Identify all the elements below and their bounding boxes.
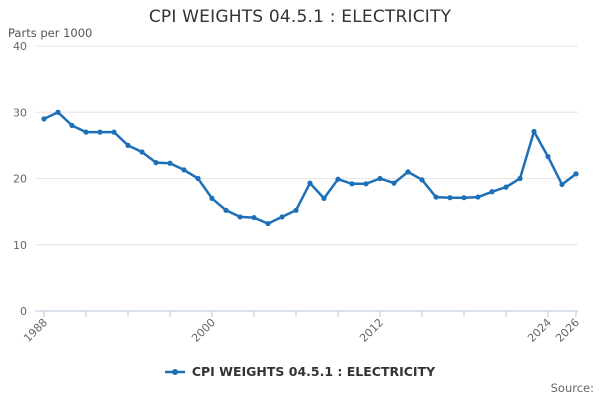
data-point-marker — [69, 122, 75, 129]
data-point-marker — [559, 181, 565, 188]
data-point-marker — [321, 195, 327, 201]
legend-line-marker-icon — [164, 368, 185, 375]
data-point-marker — [419, 177, 425, 183]
chart-title: CPI WEIGHTS 04.5.1 : ELECTRICITY — [148, 7, 452, 27]
y-axis-tick-label: 30 — [13, 106, 27, 119]
series-line — [42, 111, 578, 225]
data-point-marker — [209, 195, 215, 201]
data-point-marker — [489, 189, 495, 195]
source-label: Source: — [550, 381, 594, 395]
data-point-marker — [237, 214, 243, 220]
y-axis-tick-label: 20 — [13, 173, 27, 186]
x-axis-tick-label: 2026 — [553, 316, 582, 345]
data-point-marker — [251, 214, 257, 221]
data-point-marker — [41, 116, 47, 122]
data-point-marker — [83, 129, 89, 135]
data-point-marker — [223, 207, 229, 213]
data-point-marker — [167, 160, 173, 166]
data-point-marker — [405, 169, 411, 175]
data-point-marker — [265, 220, 271, 227]
legend-series-label: CPI WEIGHTS 04.5.1 : ELECTRICITY — [191, 364, 436, 379]
data-point-marker — [125, 142, 131, 148]
legend-item[interactable]: CPI WEIGHTS 04.5.1 : ELECTRICITY — [0, 364, 600, 379]
data-point-marker — [55, 109, 61, 115]
data-point-marker — [153, 160, 159, 166]
y-axis-tick-label: 10 — [13, 239, 27, 252]
y-axis-tick-label: 40 — [13, 40, 27, 53]
data-point-marker — [363, 181, 369, 187]
data-point-marker — [503, 184, 509, 190]
data-point-marker — [181, 167, 187, 173]
y-axis-units-label: Parts per 1000 — [8, 26, 93, 40]
data-point-marker — [391, 180, 397, 186]
data-point-marker — [335, 176, 341, 182]
data-point-marker — [377, 175, 383, 182]
data-point-marker — [279, 214, 285, 220]
data-point-marker — [531, 128, 537, 135]
data-point-marker — [517, 175, 523, 182]
data-point-marker — [97, 129, 103, 135]
x-axis-tick-label: 2012 — [357, 316, 386, 345]
data-point-marker — [139, 149, 145, 155]
data-point-marker — [195, 175, 201, 182]
data-point-marker — [475, 194, 481, 200]
data-point-marker — [307, 180, 313, 186]
data-point-marker — [447, 195, 453, 201]
data-point-marker — [461, 195, 467, 201]
data-point-marker — [433, 194, 439, 200]
data-point-marker — [293, 207, 299, 213]
x-axis-tick-label: 2024 — [525, 316, 554, 345]
data-point-marker — [349, 181, 355, 187]
data-point-marker — [111, 129, 117, 135]
data-point-marker — [545, 154, 551, 160]
y-axis-tick-label: 0 — [20, 305, 27, 318]
x-axis-tick-label: 2000 — [189, 316, 218, 345]
data-point-marker — [573, 171, 579, 177]
line-chart-plot: 0 10 20 30 40 1988 2000 2012 2024 2026 — [13, 40, 582, 345]
x-axis-tick-label: 1988 — [21, 316, 50, 345]
